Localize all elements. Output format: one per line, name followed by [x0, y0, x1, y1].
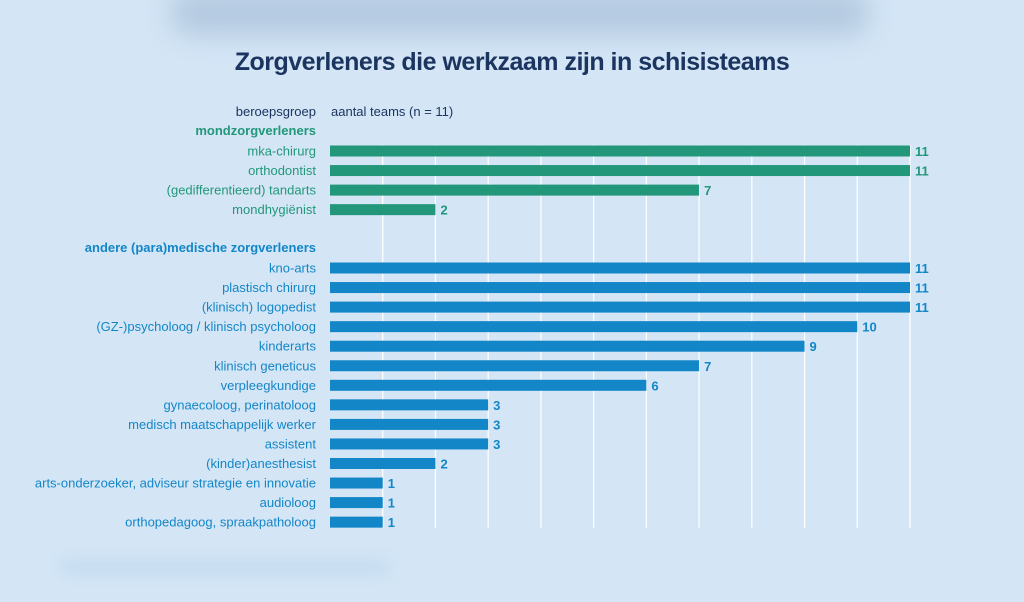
bottom-shadow: [60, 560, 390, 574]
category-label: (klinisch) logopedist: [202, 300, 317, 315]
data-label: 1: [388, 496, 395, 511]
data-label: 11: [915, 281, 929, 296]
category-label: (GZ-)psycholoog / klinisch psycholoog: [96, 319, 316, 334]
value-header: aantal teams (n = 11): [331, 104, 453, 119]
bar: [330, 204, 436, 216]
bar: [330, 165, 910, 177]
category-label: mondhygiënist: [232, 202, 316, 217]
category-label: orthopedagoog, spraakpatholoog: [125, 515, 316, 530]
data-label: 10: [862, 320, 876, 335]
category-label: kno-arts: [269, 261, 316, 276]
category-label: gynaecoloog, perinatoloog: [163, 397, 316, 412]
bar: [330, 418, 489, 430]
data-label: 1: [388, 515, 395, 530]
data-label: 3: [493, 398, 500, 413]
category-label: (gedifferentieerd) tandarts: [167, 183, 317, 198]
data-label: 2: [440, 457, 447, 472]
group-label: andere (para)medische zorgverleners: [85, 240, 316, 255]
data-label: 6: [651, 378, 658, 393]
data-label: 3: [493, 417, 500, 432]
category-label: arts-onderzoeker, adviseur strategie en …: [35, 476, 316, 491]
data-label: 11: [915, 261, 929, 276]
bar: [330, 184, 700, 196]
bar: [330, 458, 436, 469]
data-label: 11: [915, 164, 929, 179]
top-shadow: [170, 0, 870, 35]
data-label: 9: [810, 339, 817, 354]
bar: [330, 438, 489, 450]
category-label: klinisch geneticus: [214, 358, 316, 373]
category-label: verpleegkundige: [221, 378, 316, 393]
bar: [330, 340, 805, 352]
data-label: 2: [440, 203, 447, 218]
data-label: 7: [704, 183, 711, 198]
bar: [330, 360, 700, 372]
bar: [330, 379, 647, 391]
data-label: 11: [915, 300, 929, 315]
bar: [330, 301, 910, 313]
bar: [330, 262, 910, 274]
bar: [330, 321, 858, 333]
data-label: 1: [388, 476, 395, 491]
bar: [330, 145, 910, 157]
bar: [330, 497, 383, 509]
data-label: 3: [493, 437, 500, 452]
data-label: 11: [915, 144, 929, 159]
category-label: assistent: [265, 436, 317, 451]
bar: [330, 516, 383, 528]
category-label: orthodontist: [248, 163, 316, 178]
category-label: (kinder)anesthesist: [206, 456, 316, 471]
category-label: kinderarts: [259, 339, 317, 354]
chart-title: Zorgverleners die werkzaam zijn in schis…: [234, 48, 790, 76]
category-label: mka-chirurg: [247, 144, 316, 159]
group-label: mondzorgverleners: [195, 123, 316, 138]
category-label: medisch maatschappelijk werker: [128, 417, 317, 432]
category-label: plastisch chirurg: [222, 280, 316, 295]
category-header: beroepsgroep: [236, 104, 316, 119]
bar: [330, 282, 910, 294]
bar: [330, 477, 383, 489]
category-label: audioloog: [260, 495, 316, 510]
bar: [330, 399, 489, 411]
data-label: 7: [704, 359, 711, 374]
